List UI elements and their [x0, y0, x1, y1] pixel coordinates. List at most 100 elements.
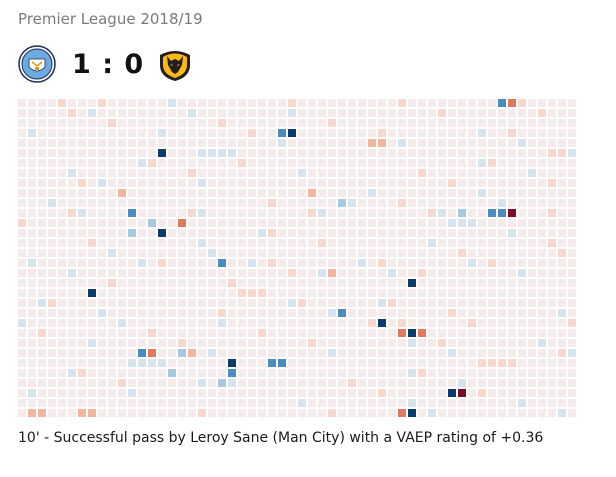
- action-cell[interactable]: [428, 409, 436, 417]
- action-cell[interactable]: [228, 309, 236, 317]
- action-cell[interactable]: [228, 209, 236, 217]
- action-cell[interactable]: [118, 389, 126, 397]
- action-cell[interactable]: [108, 329, 116, 337]
- action-cell[interactable]: [438, 399, 446, 407]
- action-cell[interactable]: [548, 229, 556, 237]
- action-cell[interactable]: [208, 229, 216, 237]
- action-cell[interactable]: [508, 349, 516, 357]
- action-cell[interactable]: [288, 109, 296, 117]
- action-cell[interactable]: [458, 149, 466, 157]
- action-cell[interactable]: [538, 209, 546, 217]
- action-cell[interactable]: [208, 389, 216, 397]
- action-cell[interactable]: [178, 169, 186, 177]
- action-cell[interactable]: [118, 309, 126, 317]
- action-cell[interactable]: [438, 189, 446, 197]
- action-cell[interactable]: [498, 99, 506, 107]
- action-cell[interactable]: [478, 359, 486, 367]
- action-cell[interactable]: [298, 329, 306, 337]
- action-cell[interactable]: [168, 159, 176, 167]
- action-cell[interactable]: [458, 179, 466, 187]
- action-cell[interactable]: [308, 209, 316, 217]
- action-cell[interactable]: [458, 279, 466, 287]
- action-cell[interactable]: [168, 279, 176, 287]
- action-cell[interactable]: [208, 239, 216, 247]
- action-cell[interactable]: [88, 289, 96, 297]
- action-cell[interactable]: [508, 239, 516, 247]
- action-cell[interactable]: [518, 259, 526, 267]
- action-cell[interactable]: [538, 249, 546, 257]
- action-cell[interactable]: [358, 359, 366, 367]
- action-cell[interactable]: [448, 329, 456, 337]
- action-cell[interactable]: [548, 309, 556, 317]
- action-cell[interactable]: [58, 299, 66, 307]
- action-cell[interactable]: [448, 319, 456, 327]
- action-cell[interactable]: [168, 299, 176, 307]
- action-cell[interactable]: [558, 169, 566, 177]
- action-cell[interactable]: [358, 319, 366, 327]
- action-cell[interactable]: [508, 199, 516, 207]
- action-cell[interactable]: [418, 209, 426, 217]
- action-cell[interactable]: [238, 219, 246, 227]
- action-cell[interactable]: [308, 389, 316, 397]
- action-cell[interactable]: [158, 349, 166, 357]
- action-cell[interactable]: [88, 359, 96, 367]
- action-cell[interactable]: [268, 99, 276, 107]
- action-cell[interactable]: [488, 219, 496, 227]
- action-cell[interactable]: [138, 229, 146, 237]
- action-cell[interactable]: [488, 389, 496, 397]
- action-cell[interactable]: [218, 209, 226, 217]
- action-cell[interactable]: [388, 349, 396, 357]
- action-cell[interactable]: [238, 109, 246, 117]
- action-cell[interactable]: [458, 159, 466, 167]
- action-cell[interactable]: [568, 149, 576, 157]
- action-cell[interactable]: [48, 379, 56, 387]
- action-cell[interactable]: [528, 319, 536, 327]
- action-cell[interactable]: [188, 329, 196, 337]
- action-cell[interactable]: [408, 379, 416, 387]
- action-cell[interactable]: [128, 129, 136, 137]
- action-cell[interactable]: [408, 279, 416, 287]
- action-cell[interactable]: [258, 249, 266, 257]
- action-cell[interactable]: [148, 309, 156, 317]
- action-cell[interactable]: [378, 289, 386, 297]
- action-cell[interactable]: [568, 339, 576, 347]
- action-cell[interactable]: [268, 219, 276, 227]
- action-cell[interactable]: [318, 159, 326, 167]
- action-cell[interactable]: [448, 119, 456, 127]
- action-cell[interactable]: [68, 349, 76, 357]
- action-cell[interactable]: [258, 219, 266, 227]
- action-cell[interactable]: [188, 389, 196, 397]
- action-cell[interactable]: [378, 409, 386, 417]
- action-cell[interactable]: [128, 149, 136, 157]
- action-cell[interactable]: [378, 349, 386, 357]
- action-cell[interactable]: [568, 259, 576, 267]
- action-cell[interactable]: [88, 349, 96, 357]
- action-cell[interactable]: [528, 179, 536, 187]
- action-cell[interactable]: [348, 179, 356, 187]
- action-cell[interactable]: [568, 359, 576, 367]
- action-cell[interactable]: [478, 239, 486, 247]
- action-cell[interactable]: [128, 299, 136, 307]
- action-cell[interactable]: [98, 379, 106, 387]
- action-cell[interactable]: [118, 119, 126, 127]
- action-cell[interactable]: [498, 219, 506, 227]
- action-cell[interactable]: [308, 399, 316, 407]
- action-cell[interactable]: [498, 279, 506, 287]
- action-cell[interactable]: [468, 359, 476, 367]
- action-cell[interactable]: [268, 189, 276, 197]
- action-cell[interactable]: [378, 129, 386, 137]
- action-cell[interactable]: [98, 119, 106, 127]
- action-cell[interactable]: [128, 159, 136, 167]
- action-cell[interactable]: [278, 149, 286, 157]
- action-cell[interactable]: [398, 379, 406, 387]
- action-cell[interactable]: [398, 259, 406, 267]
- action-cell[interactable]: [478, 229, 486, 237]
- action-cell[interactable]: [198, 139, 206, 147]
- action-cell[interactable]: [498, 299, 506, 307]
- action-cell[interactable]: [448, 189, 456, 197]
- action-cell[interactable]: [118, 399, 126, 407]
- action-cell[interactable]: [88, 329, 96, 337]
- action-cell[interactable]: [398, 309, 406, 317]
- action-cell[interactable]: [518, 209, 526, 217]
- action-cell[interactable]: [378, 159, 386, 167]
